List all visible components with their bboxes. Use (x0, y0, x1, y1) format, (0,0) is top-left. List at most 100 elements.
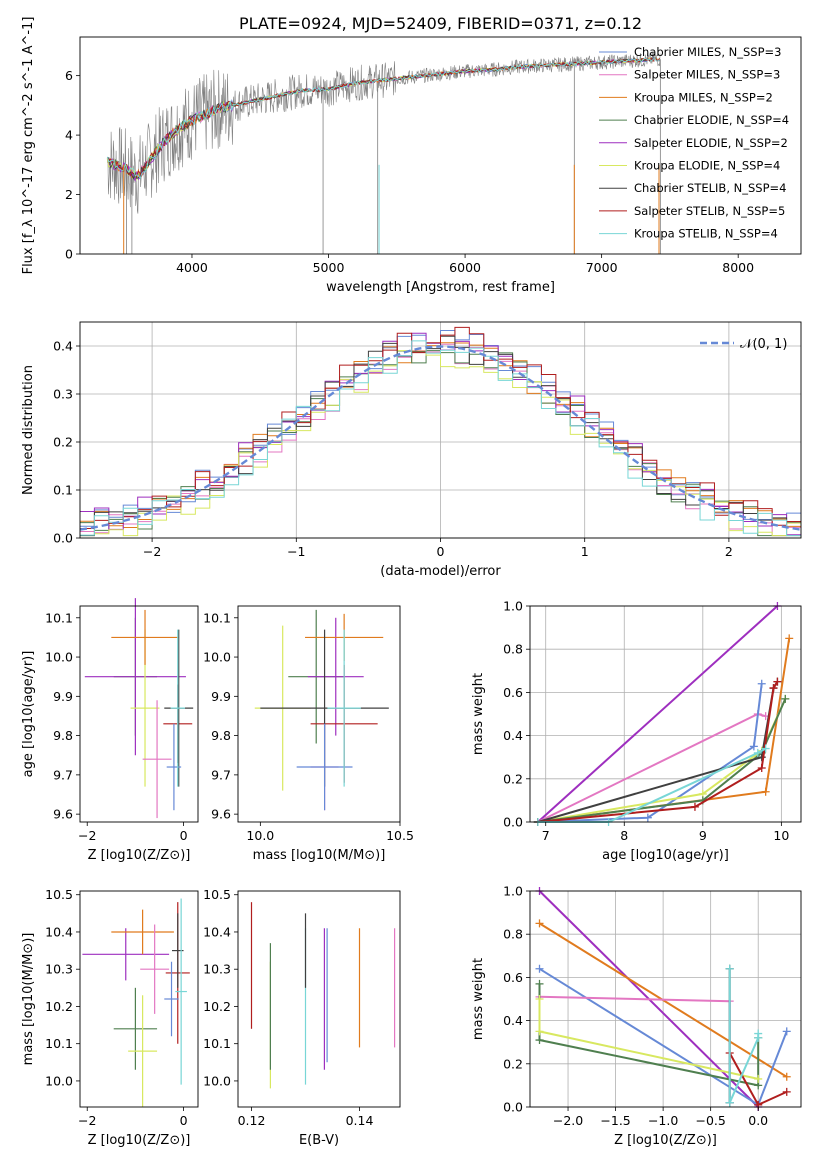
x-tick-label: 8000 (722, 260, 754, 275)
y-tick-label: 10.1 (45, 610, 73, 625)
legend-label: Salpeter ELODIE, N_SSP=2 (634, 136, 788, 150)
plus-marker (535, 995, 544, 1003)
age-vs-mass-panel: 10.0 10.5 9.6 9.7 9.8 9.9 10.0 10.1 mass [log10(… (203, 605, 414, 863)
y-tick-label: 0.8 (503, 927, 523, 942)
y-tick-label: 0.1 (53, 483, 73, 498)
errorbar-point (140, 924, 170, 1014)
y-tick-label: 6 (65, 68, 73, 83)
y-tick-label: 9.9 (211, 689, 231, 704)
plus-marker (761, 787, 770, 796)
x-tick-label: 6000 (449, 260, 481, 275)
weight-series-line (537, 605, 779, 823)
y-tick-label: 0.2 (503, 771, 523, 786)
plus-marker (782, 1087, 791, 1096)
observed-spectrum-line (107, 52, 661, 214)
axes-frame (79, 36, 802, 255)
errorbar-point (128, 995, 158, 1107)
errorbar-point (166, 723, 182, 811)
plus-marker (754, 1029, 763, 1038)
errorbar-point (111, 909, 174, 955)
x-tick-label: −2 (78, 828, 96, 843)
x-tick-label: 7 (542, 828, 550, 843)
x-tick-label: 10.5 (386, 828, 414, 843)
x-tick-label: 4000 (176, 260, 208, 275)
legend-label: Kroupa MILES, N_SSP=2 (634, 90, 773, 104)
mass-vs-Z-plot-area (82, 898, 190, 1107)
errorbar-point (175, 898, 187, 1085)
x-tick-label: 0 (180, 828, 188, 843)
errorbar-point (171, 913, 184, 988)
y-tick-label: 10.3 (203, 962, 231, 977)
y-tick-label: 0.4 (53, 339, 73, 354)
y-tick-label: 0.6 (503, 970, 523, 985)
plus-marker (757, 764, 766, 772)
y-axis-label: mass weight (471, 673, 486, 755)
y-tick-label: 0.6 (503, 685, 523, 700)
plus-marker (535, 1036, 544, 1045)
weight-series-line (537, 712, 766, 823)
legend-label: Chabrier MILES, N_SSP=3 (634, 45, 781, 59)
y-axis-label: mass weight (471, 958, 486, 1040)
legend-label: Chabrier STELIB, N_SSP=4 (634, 181, 786, 195)
plus-marker (690, 802, 699, 811)
errorbar-point (142, 700, 172, 819)
y-tick-label: 0.4 (503, 1013, 523, 1028)
y-tick-label: 10.1 (45, 1036, 73, 1051)
age-vs-mass-plot-area (254, 609, 389, 811)
axes-frame (529, 890, 802, 1108)
y-axis-label: mass [log10(M/M⊙)] (21, 933, 36, 1066)
y-tick-label: 10.1 (203, 610, 231, 625)
plus-marker (535, 919, 544, 928)
histogram-series (80, 326, 801, 530)
chart-title: PLATE=0924, MJD=52409, FIBERID=0371, z=0… (239, 14, 642, 33)
residuals-panel: −2 −1 0 1 2 0.0 0.1 0.2 0.3 0.4 (data-model)/error… (21, 321, 802, 579)
x-tick-label: −1 (287, 544, 305, 559)
x-axis-label: E(B-V) (299, 1133, 339, 1148)
legend-label: Salpeter MILES, N_SSP=3 (634, 68, 780, 82)
histogram-series (80, 350, 801, 537)
y-axis-label: age [log10(age/yr)] (21, 651, 36, 778)
x-tick-label: 10 (773, 828, 789, 843)
axes-frame (79, 321, 802, 539)
x-tick-label: −2.0 (553, 1113, 583, 1128)
errorbar-point (327, 629, 361, 787)
x-axis-label: age [log10(age/yr)] (602, 848, 729, 863)
model-spectrum-line (106, 57, 660, 181)
x-axis-label: Z [log10(Z/Z⊙)] (614, 1133, 717, 1148)
weight-vs-age-plot-area (533, 602, 794, 826)
spectrum-plot-area (106, 52, 661, 254)
plus-marker (535, 979, 544, 988)
x-axis-label: wavelength [Angstrom, rest frame] (326, 280, 555, 295)
errorbar-point (170, 629, 185, 787)
x-axis-label: Z [log10(Z/Z⊙)] (88, 848, 191, 863)
residuals-plot-area (79, 326, 802, 537)
y-tick-label: 0.4 (503, 728, 523, 743)
errorbar-point (111, 609, 179, 665)
weight-series-line (537, 698, 787, 823)
y-axis-label: Normed distribution (21, 365, 36, 495)
plus-marker (754, 1074, 763, 1083)
y-tick-label: 0.3 (53, 387, 73, 402)
plus-marker (757, 679, 766, 688)
normal-curve (79, 345, 802, 531)
x-tick-label: 2 (725, 544, 733, 559)
legend-label: Kroupa ELODIE, N_SSP=4 (634, 159, 780, 173)
x-tick-label: −1.5 (600, 1113, 630, 1128)
plus-marker (769, 684, 778, 693)
plus-marker (757, 753, 766, 762)
plus-marker (535, 964, 544, 973)
plus-marker (761, 744, 770, 753)
y-tick-label: 0.0 (503, 815, 523, 830)
legend: Chabrier MILES, N_SSP=3 Salpeter MILES, N… (599, 45, 789, 241)
y-tick-label: 0.0 (503, 1100, 523, 1115)
legend-label: Chabrier ELODIE, N_SSP=4 (634, 113, 789, 127)
axes-frame (237, 605, 401, 823)
x-tick-label: −0.5 (695, 1113, 725, 1128)
axes-frame (79, 605, 199, 823)
legend-label: Kroupa STELIB, N_SSP=4 (634, 227, 778, 241)
legend-label: 𝒩(0, 1) (740, 337, 787, 352)
legend-label: Salpeter STELIB, N_SSP=5 (634, 204, 785, 218)
x-tick-label: 1 (581, 544, 589, 559)
x-tick-label: −2 (143, 544, 161, 559)
